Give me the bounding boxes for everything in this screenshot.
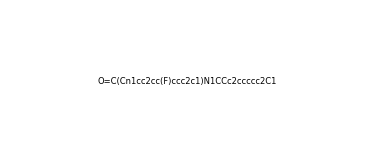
Text: O=C(Cn1cc2cc(F)ccc2c1)N1CCc2ccccc2C1: O=C(Cn1cc2cc(F)ccc2c1)N1CCc2ccccc2C1 [98,77,277,86]
